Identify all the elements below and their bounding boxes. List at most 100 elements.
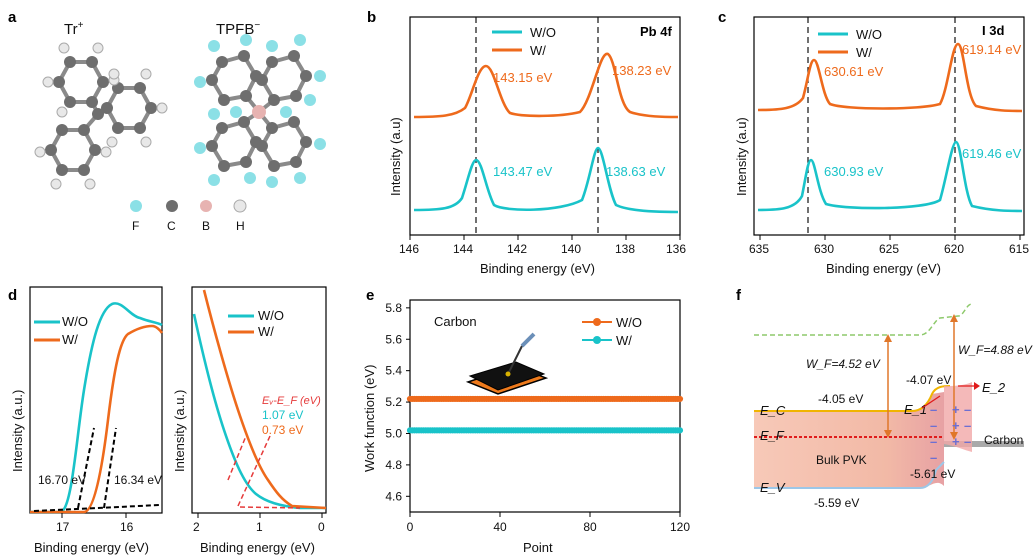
xlabel-b: Binding energy (eV) xyxy=(480,261,595,276)
fit-d-left-wo xyxy=(77,427,95,509)
tick-d-2: 2 xyxy=(193,520,200,534)
ylabel-b: Intensity (a.u) xyxy=(388,117,403,196)
tick-c-620: 620 xyxy=(944,242,964,256)
panel-label-c: c xyxy=(718,9,726,26)
tick-b-146: 146 xyxy=(399,242,419,256)
y-tick-label: 4.8 xyxy=(385,458,402,472)
legend-text-d-right-w: W/ xyxy=(258,324,274,339)
panel-label-e: e xyxy=(366,287,374,304)
legend-b: B xyxy=(202,219,210,233)
boron-atom xyxy=(252,105,266,119)
xlabel-c: Binding energy (eV) xyxy=(826,261,941,276)
interface-region xyxy=(944,382,972,452)
peak-b-wo1: 143.47 eV xyxy=(493,164,553,179)
curve-b-with xyxy=(413,52,679,119)
panel-f: f W_F=4.52 eV W_F=4.88 eV -4.05 eV -4.07… xyxy=(736,287,1033,510)
legend-text-d-left-w: W/ xyxy=(62,332,78,347)
y-tick-label: 5.0 xyxy=(385,426,402,440)
tick-d-17: 17 xyxy=(56,520,70,534)
ev-label: E_V xyxy=(760,480,786,495)
atom-legend: F C B H xyxy=(130,199,247,233)
ylabel-e: Work function (eV) xyxy=(362,365,377,472)
baseline-d-right xyxy=(239,506,301,509)
y-tick-label: 4.6 xyxy=(385,489,402,503)
panel-label-f: f xyxy=(736,287,742,304)
panel-label-a: a xyxy=(8,9,17,26)
svg-text:–: – xyxy=(964,418,971,433)
panel-d: d W/O W/ 16.70 eV 16.34 eV 17 16 Binding… xyxy=(8,286,327,555)
peak-b-wo2: 138.63 eV xyxy=(606,164,666,179)
bulk-pvk-label: Bulk PVK xyxy=(816,453,867,467)
curve-c-with xyxy=(757,42,1023,113)
ec-right-label: -4.07 eV xyxy=(906,373,951,387)
svg-text:–: – xyxy=(930,434,937,449)
legend-text-c-w: W/ xyxy=(856,45,872,60)
baseline-d-left xyxy=(33,504,161,512)
x-tick-label: 120 xyxy=(670,520,690,534)
tpfb-molecule-illustration xyxy=(194,34,326,188)
carbon-label: Carbon xyxy=(984,433,1023,447)
tick-b-136: 136 xyxy=(666,242,686,256)
legend-text-e-wo: W/O xyxy=(616,315,642,330)
plot-frame-d-right xyxy=(191,286,327,514)
plot-frame-b xyxy=(409,16,681,236)
cutoff-w: 16.34 eV xyxy=(114,473,162,487)
cutoff-wo: 16.70 eV xyxy=(38,473,86,487)
tr-label: Tr+ xyxy=(64,20,84,38)
tick-c-625: 625 xyxy=(879,242,899,256)
svg-text:–: – xyxy=(930,418,937,433)
chart-legend-e: W/O W/ xyxy=(582,315,642,348)
x-tick-label: 0 xyxy=(407,520,414,534)
curve-d-left-with xyxy=(30,324,164,514)
tick-c-630: 630 xyxy=(814,242,834,256)
xlabel-e: Point xyxy=(523,540,553,555)
panel-b: b W/O W/ Pb 4f 143.15 eV 138.23 eV 143.4… xyxy=(367,9,686,276)
ylabel-d-left: Intensity (a.u.) xyxy=(10,390,25,472)
ec-left-label: -4.05 eV xyxy=(818,392,863,406)
chart-title-e: Carbon xyxy=(434,314,477,329)
ev-left-label: -5.59 eV xyxy=(814,496,859,510)
tick-b-142: 142 xyxy=(507,242,527,256)
tick-d-0: 0 xyxy=(318,520,325,534)
data-point xyxy=(676,395,684,403)
peak-c-w1: 630.61 eV xyxy=(824,64,884,79)
fit-d-right-wo xyxy=(227,435,247,481)
svg-text:–: – xyxy=(964,434,971,449)
svg-text:–: – xyxy=(930,450,937,465)
e1-arrow xyxy=(921,395,941,409)
valence-band xyxy=(754,461,945,489)
xlabel-d-right: Binding energy (eV) xyxy=(200,540,315,555)
tpfb-label: TPFB− xyxy=(216,20,260,38)
y-tick-label: 5.4 xyxy=(385,364,402,378)
peak-c-wo1: 630.93 eV xyxy=(824,164,884,179)
legend-text-c-wo: W/O xyxy=(856,27,882,42)
ec-label: E_C xyxy=(760,403,786,418)
legend-text-d-right-wo: W/O xyxy=(258,308,284,323)
legend-text-b-wo: W/O xyxy=(530,25,556,40)
ef-label: E_F xyxy=(760,428,785,443)
wf-right-label: W_F=4.88 eV xyxy=(958,343,1033,357)
curve-c-without xyxy=(757,140,1023,213)
peak-b-w2: 138.23 eV xyxy=(612,63,672,78)
tick-b-144: 144 xyxy=(453,242,473,256)
e2-label: E_2 xyxy=(982,380,1006,395)
x-tick-label: 80 xyxy=(583,520,597,534)
interface-charges: –––– +++ ––– xyxy=(930,402,971,465)
peak-c-w2: 619.14 eV xyxy=(962,42,1022,57)
data-point xyxy=(676,427,684,434)
y-tick-label: 5.2 xyxy=(385,395,402,409)
panel-label-b: b xyxy=(367,9,376,26)
legend-h: H xyxy=(236,219,245,233)
evf-wo: 1.07 eV xyxy=(262,408,303,422)
legend-text-d-left-wo: W/O xyxy=(62,314,88,329)
tip-substrate-illustration xyxy=(465,332,549,395)
svg-text:+: + xyxy=(952,418,960,433)
carbon-electrode xyxy=(944,441,1024,447)
tick-c-615: 615 xyxy=(1009,242,1029,256)
panel-e: e Carbon 4.6 4.8 5.0 5.2 5.4 5.6 5.8 0 40 80 120 W… xyxy=(362,287,690,555)
panel-c: c W/O W/ I 3d 630.61 eV 619.14 eV 630.93… xyxy=(718,9,1029,276)
curve-d-left-without xyxy=(30,302,163,514)
ylabel-d-right: Intensity (a.u.) xyxy=(172,390,187,472)
evf-w: 0.73 eV xyxy=(262,423,303,437)
element-label-b: Pb 4f xyxy=(640,24,672,39)
